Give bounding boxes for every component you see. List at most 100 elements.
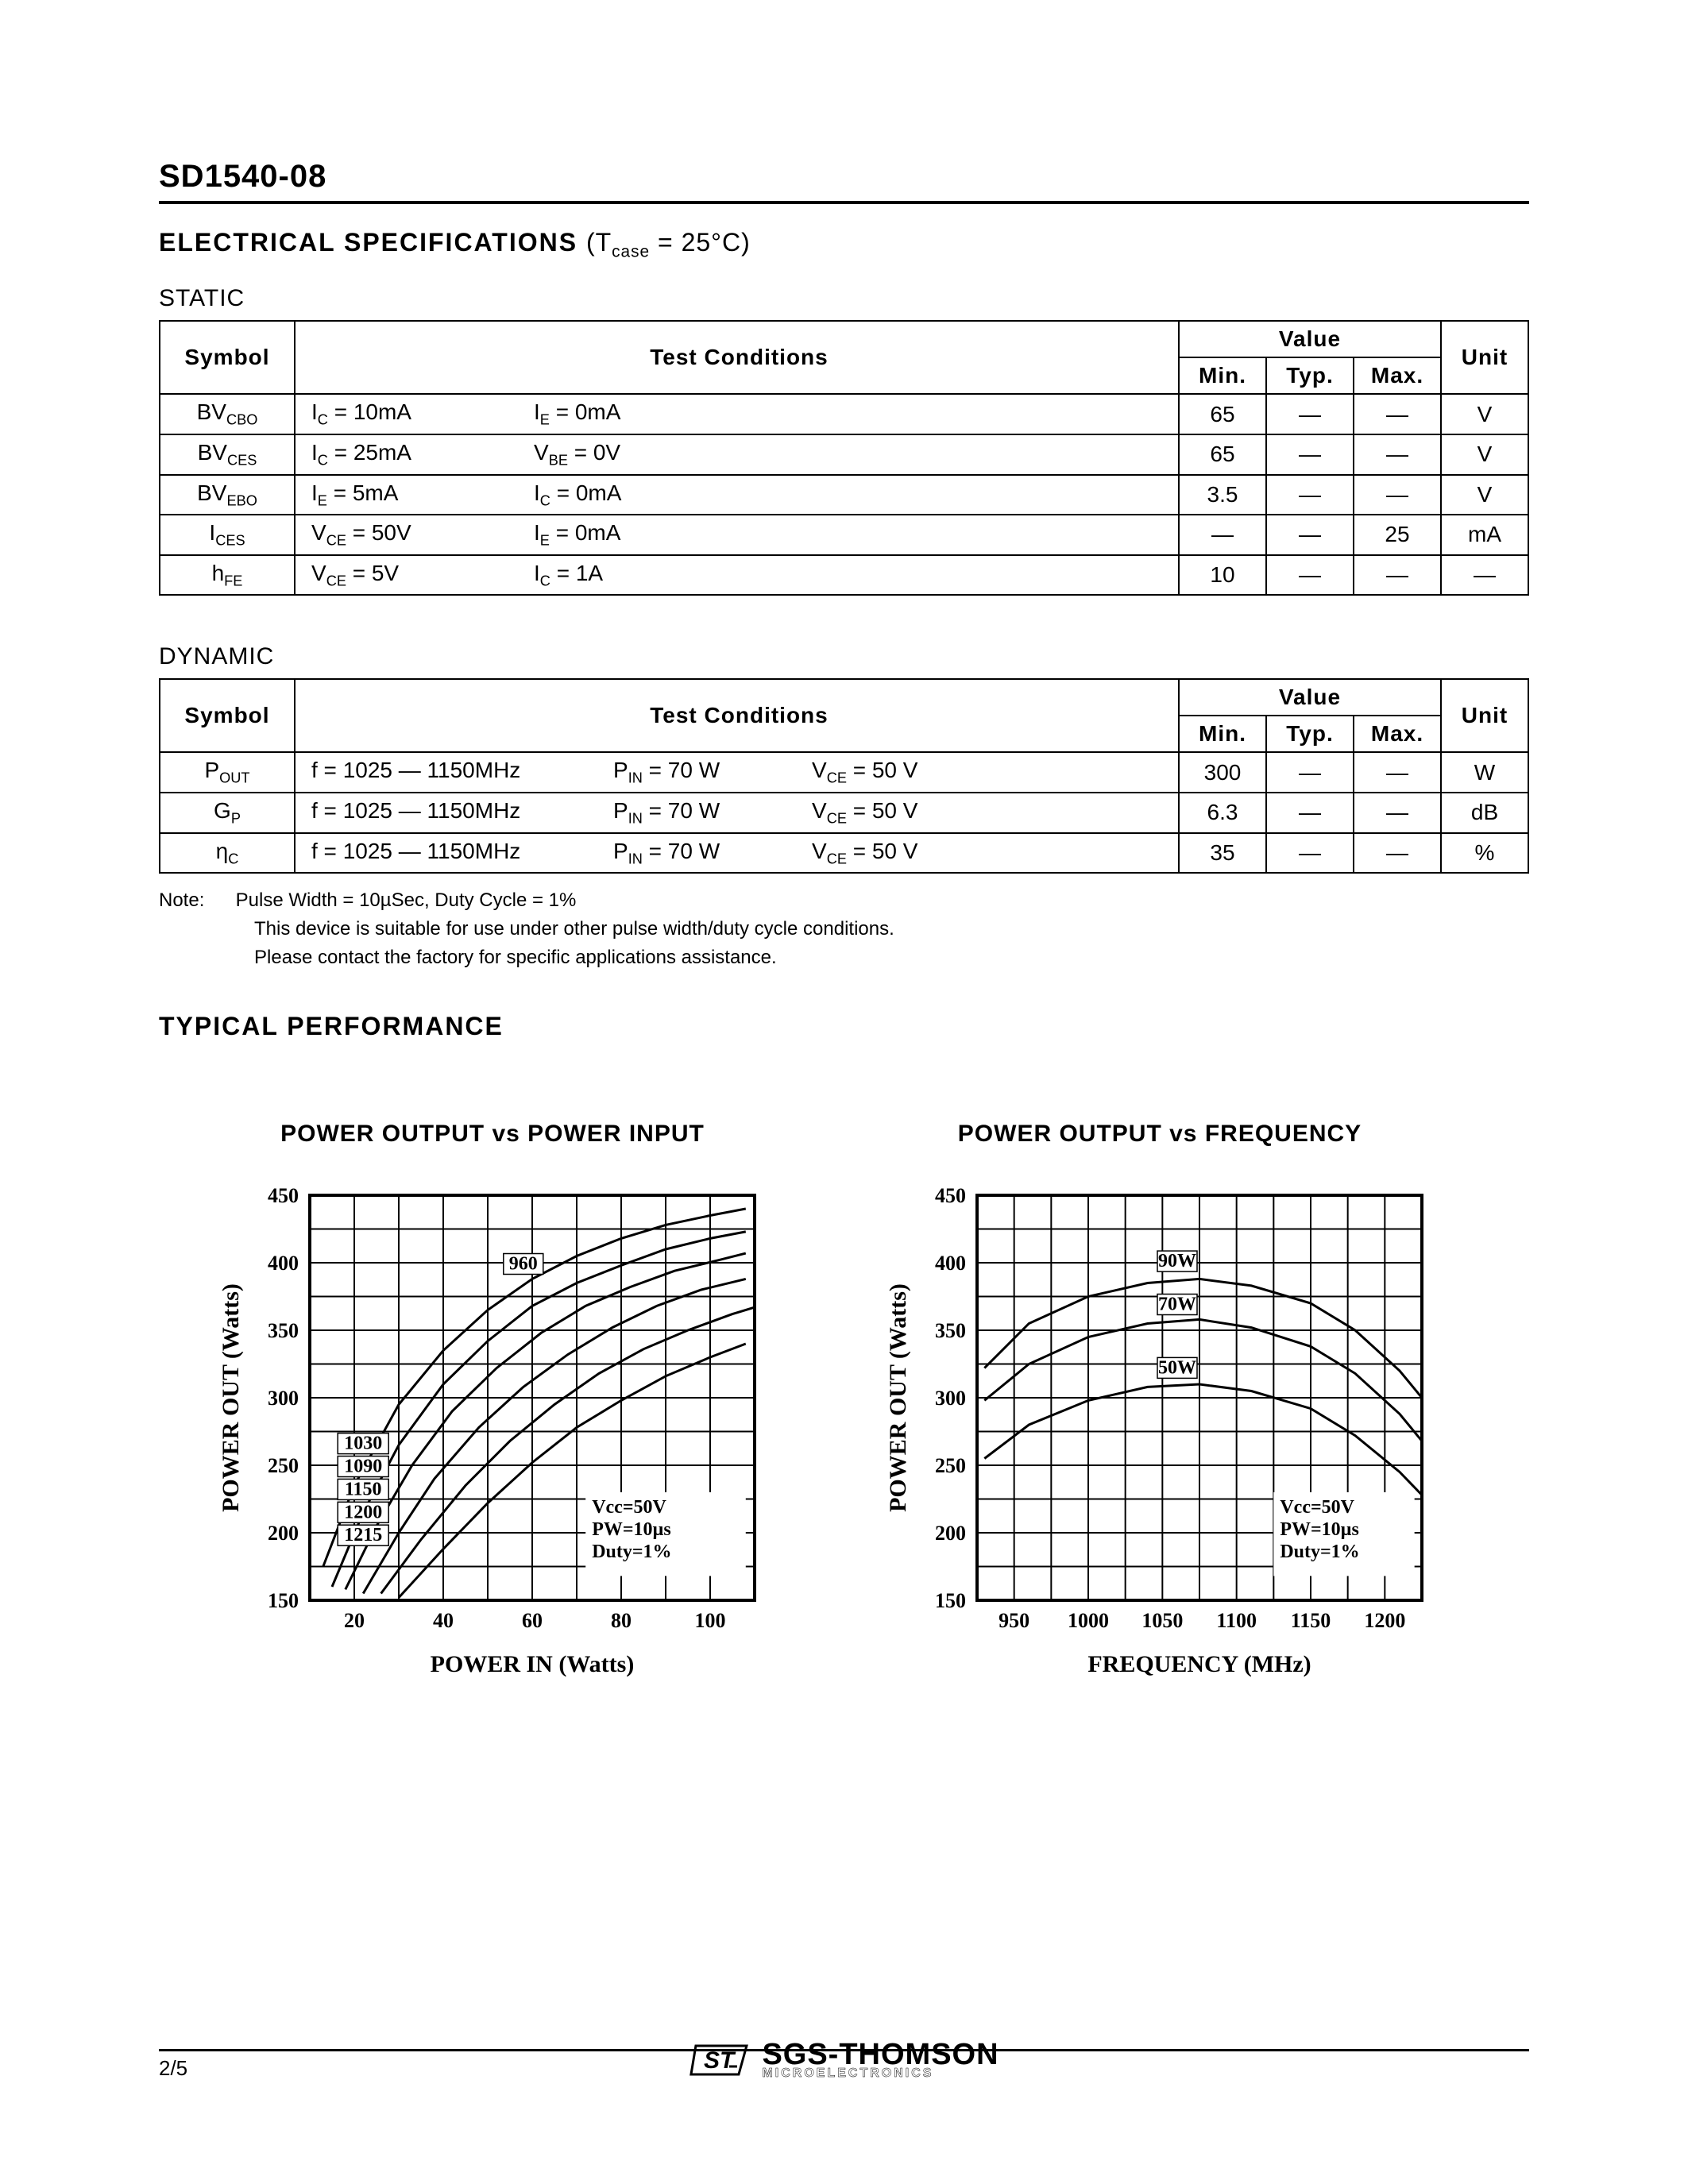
table-row: BVEBOIE = 5mAIC = 0mA3.5——V (160, 475, 1528, 515)
cell-min: 65 (1179, 394, 1266, 434)
cell-conditions: IC = 25mAVBE = 0V (295, 434, 1179, 475)
th-conditions: Test Conditions (295, 679, 1179, 752)
chart2-svg: 9501000105011001150120015020025030035040… (874, 1179, 1446, 1688)
cell-max: — (1354, 394, 1441, 434)
cell-typ: — (1266, 752, 1354, 793)
svg-text:1150: 1150 (345, 1480, 382, 1500)
cell-unit: dB (1441, 793, 1528, 833)
static-label: STATIC (159, 285, 1529, 312)
logo-main: SGS-THOMSON (762, 2041, 999, 2068)
table-row: ICESVCE = 50VIE = 0mA——25mA (160, 515, 1528, 555)
th-max: Max. (1354, 716, 1441, 752)
svg-text:POWER OUT (Watts): POWER OUT (Watts) (218, 1283, 244, 1512)
cell-symbol: POUT (160, 752, 295, 793)
th-min: Min. (1179, 716, 1266, 752)
svg-text:Duty=1%: Duty=1% (1280, 1542, 1359, 1562)
svg-text:350: 350 (935, 1319, 966, 1342)
svg-text:Vcc=50V: Vcc=50V (1280, 1497, 1354, 1518)
table-row: POUTf = 1025 — 1150MHzPIN = 70 WVCE = 50… (160, 752, 1528, 793)
cell-typ: — (1266, 515, 1354, 555)
cell-typ: — (1266, 434, 1354, 475)
cell-conditions: f = 1025 — 1150MHzPIN = 70 WVCE = 50 V (295, 752, 1179, 793)
table-row: ηCf = 1025 — 1150MHzPIN = 70 WVCE = 50 V… (160, 833, 1528, 874)
datasheet-page: SD1540-08 ELECTRICAL SPECIFICATIONS (Tca… (0, 0, 1688, 2184)
svg-text:350: 350 (268, 1319, 299, 1342)
svg-text:450: 450 (268, 1184, 299, 1207)
svg-text:1090: 1090 (344, 1457, 382, 1477)
cell-max: — (1354, 752, 1441, 793)
dynamic-table: Symbol Test Conditions Value Unit Min. T… (159, 678, 1529, 874)
svg-text:200: 200 (268, 1522, 299, 1545)
cell-min: 3.5 (1179, 475, 1266, 515)
svg-text:1200: 1200 (1364, 1609, 1405, 1632)
chart-power-freq: POWER OUTPUT vs FREQUENCY 95010001050110… (874, 1121, 1446, 1688)
st-logo-icon: S T (689, 2038, 752, 2082)
cell-max: — (1354, 434, 1441, 475)
svg-text:20: 20 (344, 1609, 365, 1632)
cell-conditions: IC = 10mAIE = 0mA (295, 394, 1179, 434)
cell-min: 6.3 (1179, 793, 1266, 833)
svg-text:100: 100 (695, 1609, 726, 1632)
svg-text:1100: 1100 (1216, 1609, 1257, 1632)
cell-unit: % (1441, 833, 1528, 874)
spec-title-text: ELECTRICAL SPECIFICATIONS (159, 228, 577, 257)
svg-text:80: 80 (611, 1609, 632, 1632)
cell-conditions: f = 1025 — 1150MHzPIN = 70 WVCE = 50 V (295, 833, 1179, 874)
th-symbol: Symbol (160, 679, 295, 752)
cell-symbol: ηC (160, 833, 295, 874)
svg-text:50W: 50W (1158, 1358, 1196, 1379)
svg-text:POWER IN (Watts): POWER IN (Watts) (431, 1651, 635, 1677)
svg-text:300: 300 (935, 1387, 966, 1410)
cell-typ: — (1266, 475, 1354, 515)
cell-max: 25 (1354, 515, 1441, 555)
chart2-title: POWER OUTPUT vs FREQUENCY (874, 1121, 1446, 1148)
th-typ: Typ. (1266, 357, 1354, 394)
table-row: BVCESIC = 25mAVBE = 0V65——V (160, 434, 1528, 475)
page-footer: 2/5 S T SGS-THOMSON MICROELECTRONICS (159, 2049, 1529, 2081)
th-typ: Typ. (1266, 716, 1354, 752)
svg-text:POWER OUT (Watts): POWER OUT (Watts) (885, 1283, 911, 1512)
svg-text:450: 450 (935, 1184, 966, 1207)
th-value: Value (1179, 321, 1441, 357)
cell-unit: V (1441, 394, 1528, 434)
cell-min: 35 (1179, 833, 1266, 874)
th-unit: Unit (1441, 321, 1528, 394)
cell-conditions: VCE = 50VIE = 0mA (295, 515, 1179, 555)
svg-text:PW=10µs: PW=10µs (592, 1519, 671, 1540)
svg-text:90W: 90W (1158, 1251, 1196, 1271)
table-row: GPf = 1025 — 1150MHzPIN = 70 WVCE = 50 V… (160, 793, 1528, 833)
note-line1: Pulse Width = 10µSec, Duty Cycle = 1% (236, 889, 577, 911)
svg-text:250: 250 (935, 1454, 966, 1477)
spec-cond: (Tcase = 25°C) (586, 228, 751, 257)
page-number: 2/5 (159, 2056, 187, 2081)
cell-symbol: GP (160, 793, 295, 833)
cell-max: — (1354, 555, 1441, 596)
chart-power-in-out: POWER OUTPUT vs POWER INPUT 204060801001… (207, 1121, 778, 1688)
table-row: hFEVCE = 5VIC = 1A10——— (160, 555, 1528, 596)
svg-text:PW=10µs: PW=10µs (1280, 1519, 1359, 1540)
dynamic-label: DYNAMIC (159, 643, 1529, 670)
chart1-title: POWER OUTPUT vs POWER INPUT (207, 1121, 778, 1148)
svg-text:1215: 1215 (344, 1525, 382, 1545)
cell-max: — (1354, 475, 1441, 515)
cell-conditions: f = 1025 — 1150MHzPIN = 70 WVCE = 50 V (295, 793, 1179, 833)
cell-conditions: VCE = 5VIC = 1A (295, 555, 1179, 596)
note-line2: This device is suitable for use under ot… (159, 915, 1529, 943)
svg-text:70W: 70W (1158, 1295, 1196, 1315)
typical-title: TYPICAL PERFORMANCE (159, 1012, 1529, 1041)
svg-text:150: 150 (268, 1589, 299, 1612)
note-label: Note: (159, 886, 230, 915)
cell-symbol: BVCES (160, 434, 295, 475)
cell-unit: V (1441, 434, 1528, 475)
charts-row: POWER OUTPUT vs POWER INPUT 204060801001… (159, 1121, 1529, 1688)
cell-unit: W (1441, 752, 1528, 793)
th-symbol: Symbol (160, 321, 295, 394)
static-table: Symbol Test Conditions Value Unit Min. T… (159, 320, 1529, 596)
chart1-svg: 20406080100150200250300350400450POWER IN… (207, 1179, 778, 1688)
svg-text:950: 950 (999, 1609, 1029, 1632)
svg-text:250: 250 (268, 1454, 299, 1477)
cell-typ: — (1266, 833, 1354, 874)
svg-text:960: 960 (509, 1254, 538, 1275)
cell-typ: — (1266, 555, 1354, 596)
svg-text:Duty=1%: Duty=1% (592, 1542, 671, 1562)
